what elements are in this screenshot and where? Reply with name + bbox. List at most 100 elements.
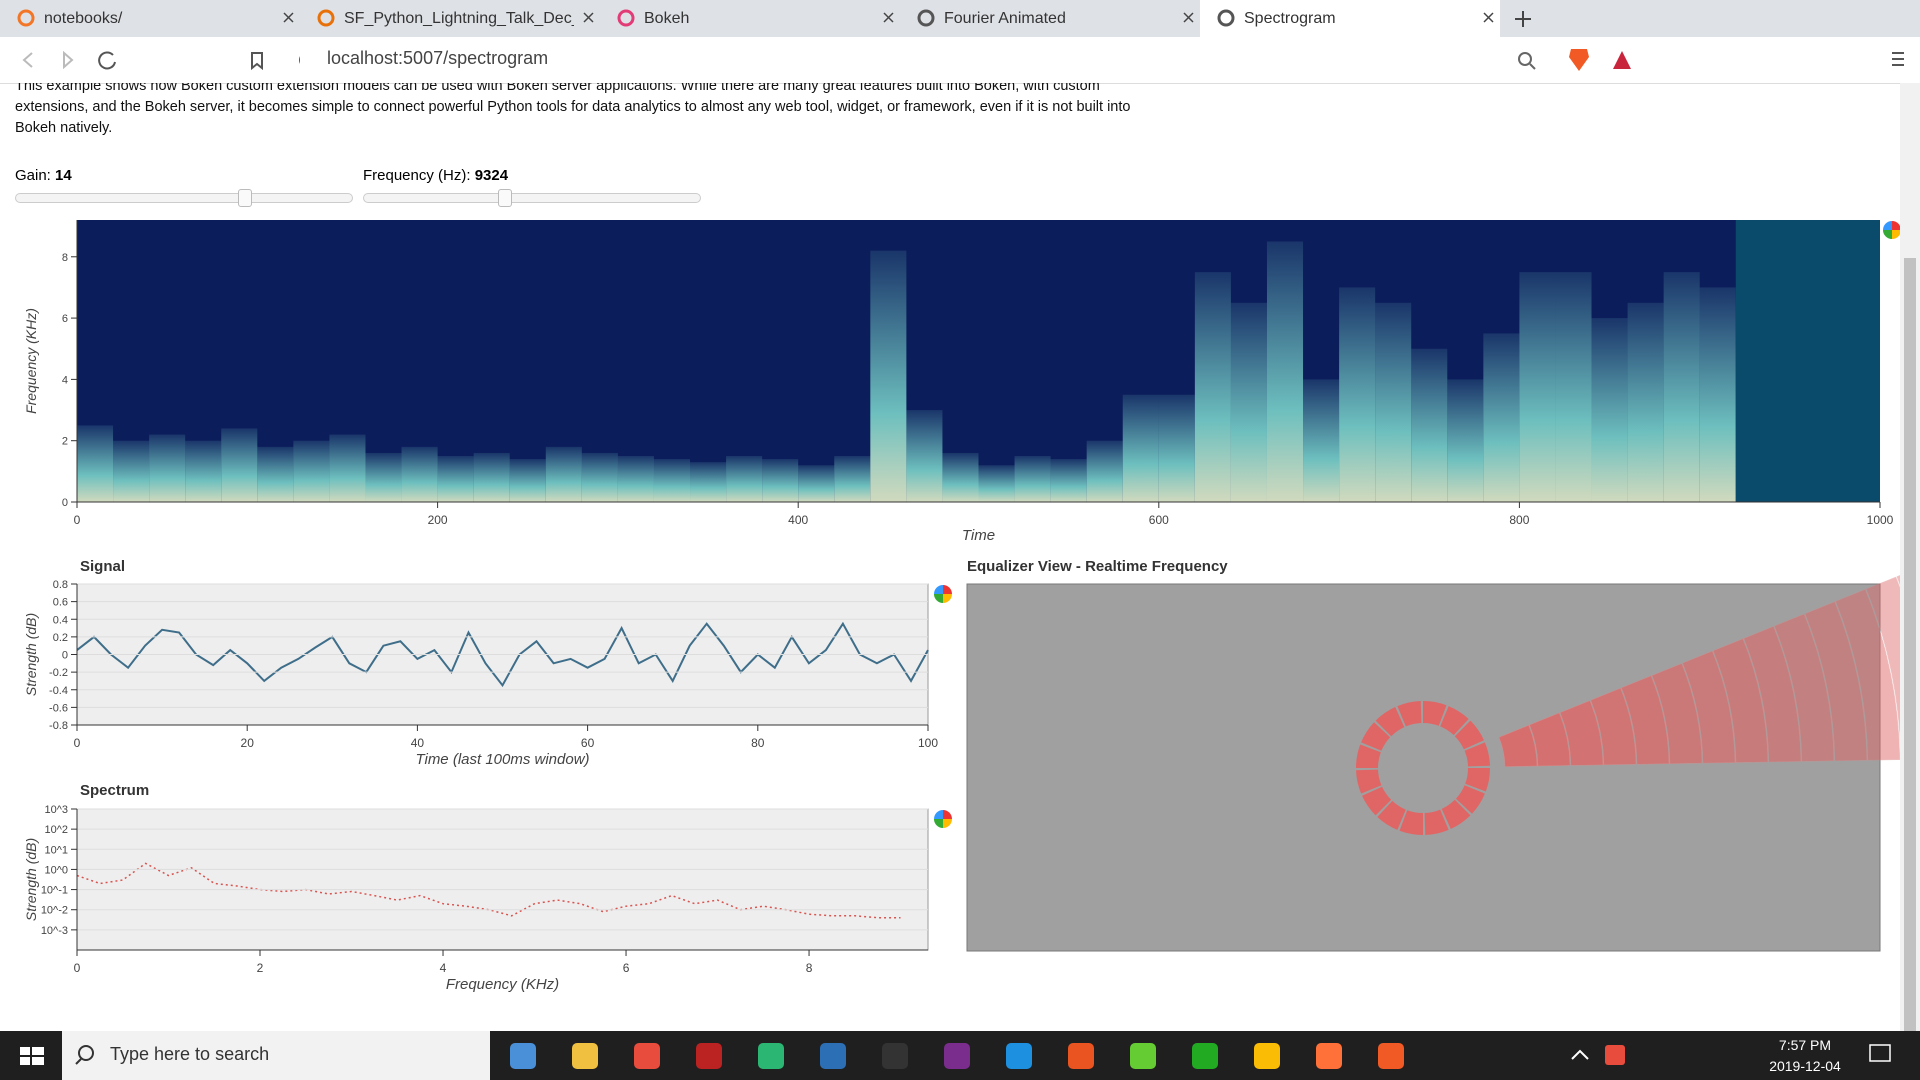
spectrogram-cell — [1086, 440, 1123, 502]
y-axis-label: Strength (dB) — [23, 838, 39, 921]
data-line — [76, 621, 929, 688]
spectrogram-cell — [545, 446, 582, 502]
taskbar-app — [572, 1043, 598, 1069]
x-tick-label: 200 — [428, 513, 448, 527]
spectrogram-cell — [1339, 287, 1376, 502]
spectrogram-cell — [509, 459, 546, 502]
intro: This example shows how Bokeh custom exte… — [15, 83, 1131, 136]
spectrogram-cell — [401, 446, 438, 502]
chart-title: Spectrum — [80, 782, 149, 799]
spectrogram-cell — [1014, 456, 1051, 502]
x-tick-label: 0 — [74, 736, 81, 750]
spectrogram-cell — [653, 459, 691, 502]
equalizer-ring — [1441, 799, 1471, 829]
spectrogram-cell — [690, 462, 727, 502]
equalizer-band — [1682, 650, 1736, 764]
equalizer-band — [1651, 663, 1703, 764]
close-icon — [583, 12, 594, 23]
gain-slider[interactable] — [15, 189, 353, 207]
tab-title: SF_Python_Lightning_Talk_Dec_201 — [344, 10, 574, 27]
intro-box: This example shows how Bokeh custom exte… — [15, 83, 1155, 143]
frequency-slider[interactable] — [363, 189, 701, 207]
equalizer-band — [1743, 626, 1802, 763]
tab[interactable]: Spectrogram — [1200, 0, 1500, 37]
y-tick-label: 10^2 — [44, 824, 68, 836]
y-tick-label: -0.6 — [49, 702, 68, 714]
spectrogram-cell — [1122, 394, 1159, 502]
equalizer-graphic — [1355, 575, 1900, 836]
spectrogram-cell — [617, 456, 654, 502]
frequency-value: 9324 — [474, 167, 509, 184]
gain-label: Gain: — [15, 167, 51, 184]
y-tick-label: 10^3 — [44, 804, 68, 816]
gain-handle[interactable] — [238, 189, 252, 207]
bokeh-logo — [934, 594, 943, 603]
tab-icons — [1217, 9, 1494, 27]
tab[interactable]: notebooks/ — [0, 0, 300, 37]
equalizer-ring — [1454, 720, 1484, 750]
bokeh-logo — [943, 585, 952, 594]
y-tick-label: -0.2 — [49, 667, 68, 679]
url[interactable]: localhost:5007/spectrogram — [327, 48, 549, 68]
tab[interactable]: Fourier Animated — [900, 0, 1200, 37]
y-tick-label: 0 — [62, 497, 68, 509]
x-tick-label: 4 — [440, 961, 447, 975]
equalizer-ring — [1455, 785, 1485, 814]
spectrogram-cell — [906, 410, 943, 502]
taskbar-app — [1068, 1043, 1094, 1069]
charts: Equalizer View - Realtime Frequency 0 200… — [23, 220, 1900, 993]
x-tick-label: 2 — [257, 961, 264, 975]
tab-title: Fourier Animated — [944, 10, 1066, 27]
x-axis-label: Frequency (KHz) — [446, 976, 559, 993]
y-tick-label: -0.8 — [49, 720, 68, 732]
y-tick-label: 10^-1 — [41, 885, 68, 897]
favicon — [917, 9, 935, 27]
x-tick-label: 0 — [74, 513, 81, 527]
x-tick-label: 6 — [623, 961, 630, 975]
spectrogram-cell — [185, 440, 222, 502]
x-tick-label: 60 — [581, 736, 595, 750]
x-tick-label: 80 — [751, 736, 765, 750]
x-axis-label: Time (last 100ms window) — [415, 751, 589, 768]
equalizer-band — [1529, 712, 1571, 767]
spectrogram-cell — [942, 452, 979, 502]
empty-region — [1735, 220, 1880, 502]
spectrogram-cell — [1375, 302, 1412, 502]
equalizer-ring — [1377, 800, 1406, 830]
spectrogram-cell — [1194, 272, 1231, 502]
favicon — [317, 9, 335, 27]
x-tick-label: 1000 — [1867, 513, 1894, 527]
equalizer-ring — [1356, 769, 1382, 794]
taskbar-app — [696, 1043, 722, 1069]
frequency-handle[interactable] — [498, 189, 512, 207]
plot-background — [76, 808, 929, 951]
scroll-thumb[interactable] — [1904, 258, 1916, 1070]
spectrogram-cell — [1050, 459, 1087, 502]
equalizer-band — [1774, 613, 1835, 762]
taskbar-app — [944, 1043, 970, 1069]
spectrogram-cell — [1591, 318, 1628, 502]
search-box[interactable]: Type here to search — [110, 1044, 270, 1064]
x-tick-label: 600 — [1149, 513, 1169, 527]
new-tab[interactable] — [1513, 9, 1533, 29]
y-tick-label: 0 — [62, 650, 68, 662]
spectrogram-cell — [329, 434, 366, 502]
tab[interactable]: Bokeh — [600, 0, 900, 37]
bokeh-logo — [943, 594, 952, 603]
x-tick-label: 40 — [411, 736, 425, 750]
tab[interactable]: SF_Python_Lightning_Talk_Dec_201 — [300, 0, 600, 37]
taskbar-app — [1192, 1043, 1218, 1069]
spectrogram-cell — [1663, 272, 1700, 502]
y-tick-label: 0.2 — [53, 632, 68, 644]
bokeh-logo — [1892, 230, 1900, 239]
favicon — [617, 9, 635, 27]
bokeh-logo — [934, 819, 943, 828]
y-tick-label: 0.4 — [53, 614, 68, 626]
equalizer-title: Equalizer View - Realtime Frequency — [967, 558, 1228, 575]
scrollbar[interactable] — [1900, 83, 1920, 1070]
taskbar: Type here to search 7:57 PM 2019-12-04 — [0, 1031, 1920, 1080]
tab-icons — [17, 9, 294, 27]
spectrogram-cell — [365, 452, 402, 502]
chart-title: Signal — [80, 558, 125, 575]
